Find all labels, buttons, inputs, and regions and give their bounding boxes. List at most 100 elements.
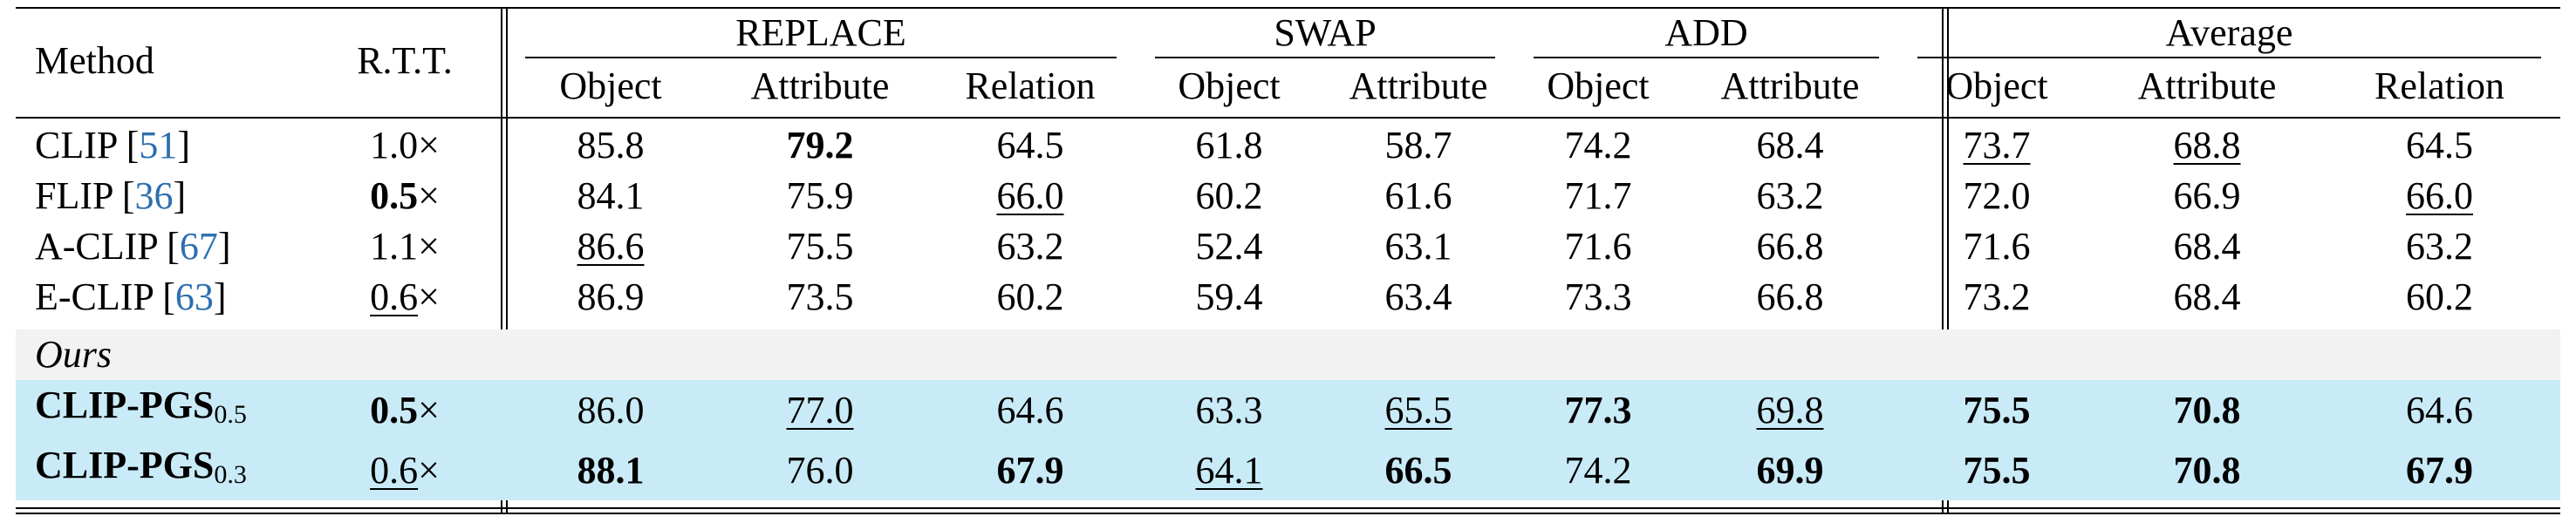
ours-label: Ours: [16, 329, 304, 380]
header-method: Method: [35, 39, 154, 82]
value-cell: 64.5: [2406, 124, 2474, 166]
method-cell: A-CLIP [67]: [35, 225, 231, 268]
ours-section-row: Ours: [16, 329, 2561, 380]
value-cell: 66.8: [1756, 275, 1824, 318]
citation-link[interactable]: 51: [139, 124, 178, 166]
rtt-cell: 0.6×: [370, 275, 440, 318]
value-cell: 63.2: [2406, 225, 2474, 268]
value-cell: 88.1: [506, 440, 715, 500]
value-cell: 63.4: [1384, 275, 1452, 318]
header-sub: Object: [1178, 64, 1281, 107]
value-cell: 61.8: [1195, 124, 1263, 166]
header-sub: Attribute: [750, 64, 890, 107]
header-group-add: ADD: [1514, 9, 1898, 59]
value-cell: 74.2: [1564, 124, 1632, 166]
header-rtt: R.T.T.: [357, 39, 453, 82]
value-cell: 58.7: [1384, 124, 1452, 166]
header-sub: Attribute: [1720, 64, 1860, 107]
value-cell: 66.5: [1322, 440, 1514, 500]
value-cell: 60.2: [1195, 174, 1263, 217]
rtt-cell: 0.6×: [304, 440, 506, 500]
value-cell: 72.0: [1963, 174, 2031, 217]
header-sub: Object: [1945, 64, 2048, 107]
value-cell: 60.2: [2406, 275, 2474, 318]
table-row: FLIP [36] 0.5× 84.1 75.9 66.0 60.2 61.6 …: [16, 171, 2560, 221]
header-group-row: Method R.T.T. REPLACE SWAP ADD Average: [16, 9, 2560, 82]
value-cell: 59.4: [1195, 275, 1263, 318]
value-cell: 52.4: [1195, 225, 1263, 268]
header-sub: Attribute: [2137, 64, 2277, 107]
value-cell: 68.4: [2173, 225, 2241, 268]
value-cell: 60.2: [996, 275, 1064, 318]
value-cell: 84.1: [577, 174, 645, 217]
value-cell: 77.0: [715, 380, 925, 440]
value-cell: 71.6: [1963, 225, 2031, 268]
bottom-rule-1: [16, 507, 2560, 509]
value-cell: 70.8: [2095, 380, 2320, 440]
value-cell: 75.9: [786, 174, 854, 217]
value-cell: 73.5: [786, 275, 854, 318]
value-cell: 73.7: [1963, 124, 2031, 166]
value-cell: 75.5: [1898, 380, 2096, 440]
value-cell: 64.6: [2319, 380, 2561, 440]
value-cell: 69.8: [1682, 380, 1899, 440]
table-row: CLIP-PGS0.5 0.5× 86.0 77.0 64.6 63.3 65.…: [16, 380, 2561, 440]
value-cell: 76.0: [715, 440, 925, 500]
value-cell: 68.8: [2173, 124, 2241, 166]
citation-link[interactable]: 36: [134, 174, 174, 217]
value-cell: 79.2: [786, 124, 854, 166]
method-cell: CLIP-PGS0.5: [16, 380, 304, 440]
method-cell: FLIP [36]: [35, 174, 187, 217]
value-cell: 63.1: [1384, 225, 1452, 268]
value-cell: 63.2: [1756, 174, 1824, 217]
rtt-cell: 1.0×: [370, 124, 440, 166]
method-cell: CLIP [51]: [35, 124, 191, 166]
double-rule-right-a: [1942, 7, 1944, 514]
table-row: CLIP [51] 1.0× 85.8 79.2 64.5 61.8 58.7 …: [16, 120, 2560, 171]
value-cell: 66.8: [1756, 225, 1824, 268]
table-row: A-CLIP [67] 1.1× 86.6 75.5 63.2 52.4 63.…: [16, 221, 2560, 272]
citation-link[interactable]: 63: [174, 275, 214, 318]
citation-link[interactable]: 67: [179, 225, 218, 268]
value-cell: 68.4: [2173, 275, 2241, 318]
value-cell: 71.7: [1564, 174, 1632, 217]
header-rule: [16, 117, 2560, 119]
header-sub: Attribute: [1349, 64, 1488, 107]
bottom-rule-2: [16, 513, 2560, 514]
value-cell: 67.9: [2319, 440, 2561, 500]
header-group-replace: REPLACE: [506, 9, 1136, 59]
header-group-swap: SWAP: [1136, 9, 1514, 59]
rtt-cell: 0.5×: [304, 380, 506, 440]
value-cell: 64.1: [1136, 440, 1322, 500]
value-cell: 61.6: [1384, 174, 1452, 217]
value-cell: 77.3: [1514, 380, 1682, 440]
header-group-average: Average: [1898, 9, 2560, 59]
top-rule: [16, 7, 2560, 9]
value-cell: 63.3: [1136, 380, 1322, 440]
header-sub: Object: [559, 64, 662, 107]
value-cell: 63.2: [996, 225, 1064, 268]
method-cell: CLIP-PGS0.3: [16, 440, 304, 500]
value-cell: 73.3: [1564, 275, 1632, 318]
value-cell: 86.0: [506, 380, 715, 440]
method-cell: E-CLIP [63]: [35, 275, 227, 318]
value-cell: 74.2: [1514, 440, 1682, 500]
value-cell: 67.9: [925, 440, 1136, 500]
results-table: Method R.T.T. REPLACE SWAP ADD Average O…: [16, 9, 2561, 500]
value-cell: 73.2: [1963, 275, 2031, 318]
table-row: CLIP-PGS0.3 0.6× 88.1 76.0 67.9 64.1 66.…: [16, 440, 2561, 500]
rtt-cell: 1.1×: [370, 225, 440, 268]
value-cell: 64.6: [925, 380, 1136, 440]
header-sub-row: Object Attribute Relation Object Attribu…: [16, 59, 2560, 113]
value-cell: 86.6: [577, 225, 645, 268]
value-cell: 66.0: [2406, 174, 2474, 217]
header-sub: Object: [1547, 64, 1650, 107]
value-cell: 69.9: [1682, 440, 1899, 500]
value-cell: 71.6: [1564, 225, 1632, 268]
rtt-cell: 0.5×: [370, 174, 440, 217]
double-rule-left-a: [501, 7, 502, 514]
table-row: E-CLIP [63] 0.6× 86.9 73.5 60.2 59.4 63.…: [16, 272, 2560, 323]
header-sub: Relation: [2374, 64, 2505, 107]
value-cell: 66.0: [996, 174, 1064, 217]
value-cell: 70.8: [2095, 440, 2320, 500]
